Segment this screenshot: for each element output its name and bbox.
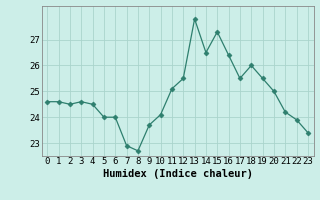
X-axis label: Humidex (Indice chaleur): Humidex (Indice chaleur) (103, 169, 252, 179)
